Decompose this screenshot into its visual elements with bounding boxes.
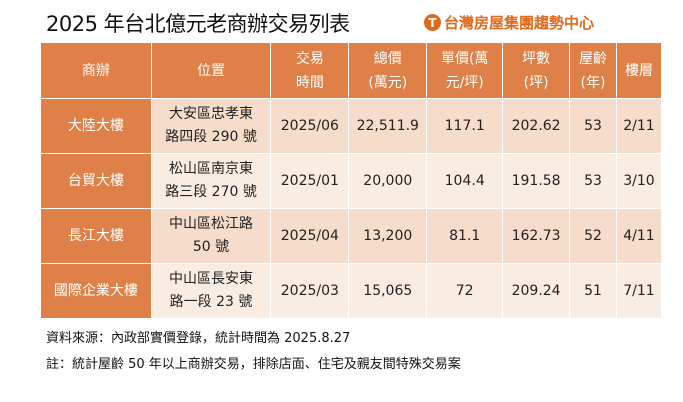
cell-area: 202.62: [502, 98, 571, 154]
column-header: 坪數 (坪): [502, 42, 571, 99]
logo-text: 台灣房屋集團趨勢中心: [444, 14, 595, 32]
table-row: 台貿大樓 松山區南京東 路三段 270 號 2025/01 20,000 104.4 191…: [40, 153, 663, 209]
header-text: (年): [580, 74, 606, 91]
header-row: 商辦 位置 交易時間 總價 (萬元) 單價(萬元/坪) 坪數 (坪) 屋齡 (年) 樓層: [40, 42, 663, 99]
cell-date: 2025/04: [270, 208, 350, 264]
column-header: 總價 (萬元): [348, 42, 428, 99]
cell-total: 20,000: [348, 153, 428, 209]
table-row: 大陸大樓 大安區忠孝東 路四段 290 號 2025/06 22,511.9 117.1 2…: [40, 98, 663, 154]
cell-loc: 中山區松江路 50 號: [150, 208, 272, 264]
header-text: 位置: [197, 62, 226, 79]
location-line: 松山區南京東: [169, 161, 254, 177]
column-header: 屋齡 (年): [569, 42, 617, 99]
header-text: 屋齡: [579, 50, 608, 67]
cell-total: 15,065: [348, 263, 428, 319]
cell-unit: 117.1: [426, 98, 504, 154]
header-text: 樓層: [624, 62, 653, 79]
header-text: 商辦: [81, 62, 110, 79]
cell-unit: 72: [426, 263, 504, 319]
column-header: 交易 時間: [270, 42, 350, 99]
source-note: 資料來源：內政部實價登錄，統計時間為 2025.8.27: [46, 331, 351, 346]
location-line: 中山區松江路: [169, 216, 254, 232]
table-row: 長江大樓 中山區松江路 50 號 2025/04 13,200 81.1 162.73 52 4…: [40, 208, 663, 264]
location-line: 大安區忠孝東: [169, 106, 254, 122]
location-line: 路三段 270 號: [165, 184, 257, 200]
cell-floor: 3/10: [615, 153, 663, 209]
brand-logo: T 台灣房屋集團趨勢中心: [424, 12, 594, 33]
logo-icon: T: [424, 14, 441, 31]
location-line: 中山區長安東: [169, 271, 254, 287]
cell-name: 台貿大樓: [40, 153, 152, 209]
cell-name: 大陸大樓: [40, 98, 152, 154]
cell-total: 13,200: [348, 208, 428, 264]
cell-age: 51: [569, 263, 617, 319]
transactions-table: 商辦 位置 交易 時間 總價 (萬元) 單價(萬 元/坪) 坪數 (坪) 屋齡 (年) 樓層 大陸大樓大…: [40, 42, 663, 319]
location-line: 路四段 290 號: [165, 129, 257, 145]
header-text: 交易: [295, 50, 324, 67]
cell-floor: 7/11: [615, 263, 663, 319]
cell-date: 2025/06: [270, 98, 350, 154]
cell-age: 53: [569, 153, 617, 209]
footnote: 註：統計屋齡 50 年以上商辦交易，排除店面、住宅及親友間特殊交易案: [46, 357, 461, 372]
table-row: 國際企業大樓 中山區長安東 路一段 23 號 2025/03 15,065 72 209.2…: [40, 263, 663, 319]
cell-date: 2025/03: [270, 263, 350, 319]
header-text: 坪數: [522, 50, 551, 67]
header-text: (坪): [523, 74, 549, 91]
header-text: (萬元): [368, 74, 408, 91]
location-line: 路一段 23 號: [169, 294, 253, 310]
cell-unit: 81.1: [426, 208, 504, 264]
page-title: 2025 年台北億元老商辦交易列表: [46, 12, 350, 36]
location-line: 50 號: [192, 239, 230, 255]
cell-loc: 松山區南京東 路三段 270 號: [150, 153, 272, 209]
cell-loc: 大安區忠孝東 路四段 290 號: [150, 98, 272, 154]
cell-floor: 2/11: [615, 98, 663, 154]
cell-floor: 4/11: [615, 208, 663, 264]
header-text: 總價: [373, 50, 402, 67]
cell-name: 國際企業大樓: [40, 263, 152, 319]
cell-name: 長江大樓: [40, 208, 152, 264]
header-text: 元/坪): [445, 74, 484, 91]
column-header: 位置: [150, 42, 272, 99]
cell-loc: 中山區長安東 路一段 23 號: [150, 263, 272, 319]
cell-unit: 104.4: [426, 153, 504, 209]
cell-area: 209.24: [502, 263, 571, 319]
cell-area: 162.73: [502, 208, 571, 264]
cell-total: 22,511.9: [348, 98, 428, 154]
cell-age: 53: [569, 98, 617, 154]
cell-date: 2025/01: [270, 153, 350, 209]
header-text: 時間: [295, 74, 324, 91]
column-header: 商辦: [40, 42, 152, 99]
column-header: 單價(萬元/坪): [426, 42, 504, 99]
header-text: 單價(萬: [440, 50, 489, 67]
cell-age: 52: [569, 208, 617, 264]
cell-area: 191.58: [502, 153, 571, 209]
column-header: 樓層: [615, 42, 663, 99]
